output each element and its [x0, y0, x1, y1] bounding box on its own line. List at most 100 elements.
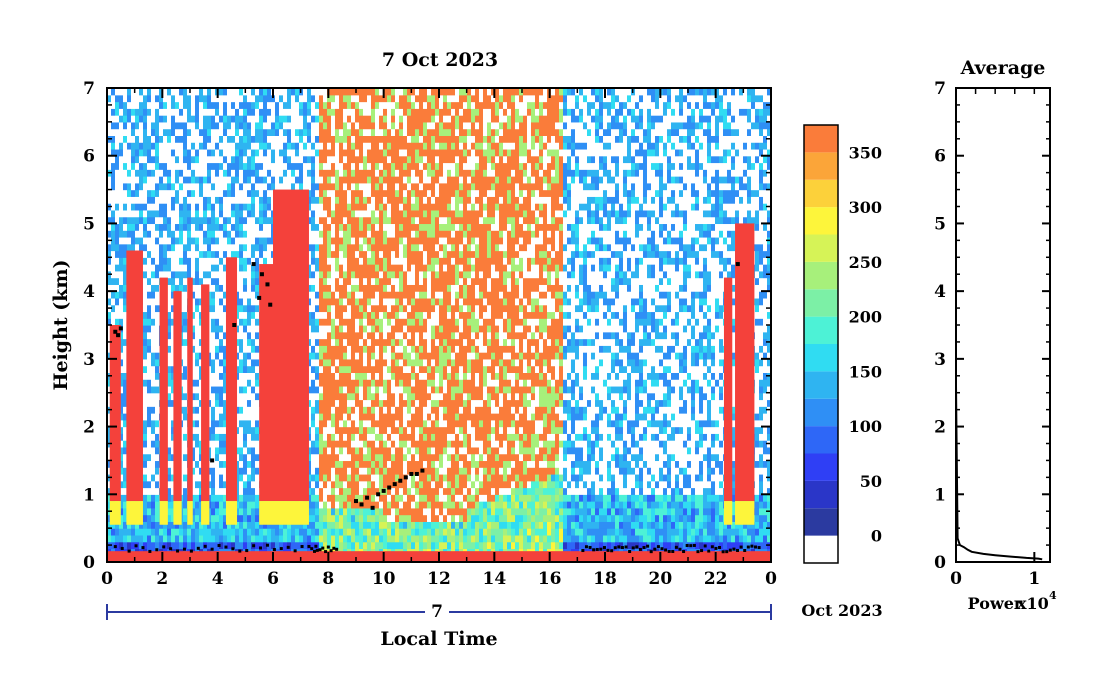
heatmap-cell	[235, 101, 240, 109]
heatmap-cell	[383, 331, 388, 340]
heatmap-cell	[163, 541, 168, 550]
heatmap-cell	[307, 128, 312, 136]
heatmap-cell	[195, 250, 200, 258]
heatmap-cell	[171, 88, 176, 96]
heatmap-cell	[351, 467, 356, 475]
heatmap-cell	[119, 358, 124, 367]
heatmap-cell	[355, 352, 360, 360]
heatmap-cell	[311, 453, 316, 462]
heatmap-cell	[263, 541, 268, 550]
heatmap-cell	[227, 155, 232, 164]
heatmap-cell	[303, 128, 308, 136]
heatmap-cell	[295, 148, 300, 157]
heatmap-cell	[191, 142, 196, 150]
heatmap-cell	[167, 121, 172, 130]
heatmap-cell	[311, 88, 316, 96]
heatmap-cell	[355, 473, 360, 482]
heatmap-cell	[259, 243, 264, 252]
heatmap-cell	[143, 176, 148, 184]
heatmap-cell	[323, 169, 328, 177]
heatmap-cell	[207, 230, 212, 238]
heatmap-cell	[255, 487, 260, 495]
heatmap-cell	[279, 101, 284, 109]
heatmap-cell	[255, 521, 260, 529]
heatmap-cell	[143, 162, 148, 170]
heatmap-cell	[359, 216, 364, 225]
heatmap-cell	[203, 264, 208, 272]
heatmap-cell	[243, 507, 248, 516]
heatmap-cell	[211, 433, 216, 441]
heatmap-cell	[235, 453, 240, 462]
heatmap-cell	[227, 236, 232, 245]
heatmap-cell	[347, 325, 352, 333]
heatmap-cell	[311, 521, 316, 529]
heatmap-cell	[339, 264, 344, 272]
heatmap-cell	[107, 196, 112, 204]
heatmap-cell	[315, 216, 320, 225]
heatmap-cell	[163, 155, 168, 164]
heatmap-cell	[155, 115, 160, 123]
heatmap-cell	[243, 440, 248, 448]
heatmap-cell	[367, 250, 372, 258]
heatmap-cell	[231, 176, 236, 184]
heatmap-cell	[263, 128, 268, 136]
heatmap-cell	[179, 521, 184, 529]
heatmap-cell	[115, 528, 120, 536]
heatmap-cell	[215, 460, 220, 468]
heatmap-cell	[235, 169, 240, 177]
heatmap-cell	[111, 311, 116, 319]
heatmap-cell	[371, 440, 376, 448]
heatmap-cell	[375, 365, 380, 373]
heatmap-cell	[151, 352, 156, 360]
heatmap-cell	[379, 115, 384, 123]
heatmap-cell	[339, 494, 344, 502]
heatmap-cell	[379, 534, 384, 543]
heatmap-cell	[191, 399, 196, 407]
heatmap-cell	[327, 135, 332, 143]
heatmap-cell	[167, 325, 172, 333]
heatmap-cell	[239, 115, 244, 123]
heatmap-cell	[223, 426, 228, 434]
heatmap-cell	[151, 467, 156, 475]
heatmap-cell	[135, 223, 140, 231]
heatmap-cell	[383, 196, 388, 204]
heatmap-cell	[339, 243, 344, 252]
heatmap-cell	[247, 142, 252, 150]
heatmap-cell	[359, 209, 364, 218]
heatmap-cell	[259, 534, 264, 543]
heatmap-cell	[195, 528, 200, 536]
heatmap-cell	[199, 101, 204, 109]
heatmap-cell	[115, 223, 120, 231]
heatmap-cell	[151, 203, 156, 211]
heatmap-cell	[139, 182, 144, 191]
heatmap-cell	[211, 250, 216, 258]
heatmap-cell	[255, 541, 260, 550]
heatmap-cell	[171, 365, 176, 373]
heatmap-cell	[211, 169, 216, 177]
heatmap-cell	[219, 365, 224, 373]
heatmap-cell	[195, 473, 200, 482]
heatmap-cell	[111, 270, 116, 279]
heatmap-cell	[139, 101, 144, 109]
heatmap-cell	[187, 230, 192, 238]
heatmap-cell	[175, 148, 180, 157]
heatmap-cell	[371, 406, 376, 414]
heatmap-cell	[331, 534, 336, 543]
heatmap-cell	[343, 501, 348, 509]
heatmap-cell	[147, 399, 152, 407]
heatmap-cell	[371, 358, 376, 367]
heatmap-cell	[191, 209, 196, 218]
heatmap-cell	[111, 304, 116, 313]
heatmap-cell	[315, 311, 320, 319]
heatmap-cell	[195, 291, 200, 299]
heatmap-cell	[235, 379, 240, 387]
heatmap-cell	[311, 433, 316, 441]
heatmap-cell	[243, 115, 248, 123]
heatmap-cell	[175, 176, 180, 184]
heatmap-cell	[223, 440, 228, 448]
heatmap-cell	[331, 182, 336, 191]
heatmap-cell	[307, 121, 312, 130]
heatmap-cell	[171, 121, 176, 130]
heatmap-cell	[339, 480, 344, 489]
heatmap-cell	[195, 236, 200, 245]
